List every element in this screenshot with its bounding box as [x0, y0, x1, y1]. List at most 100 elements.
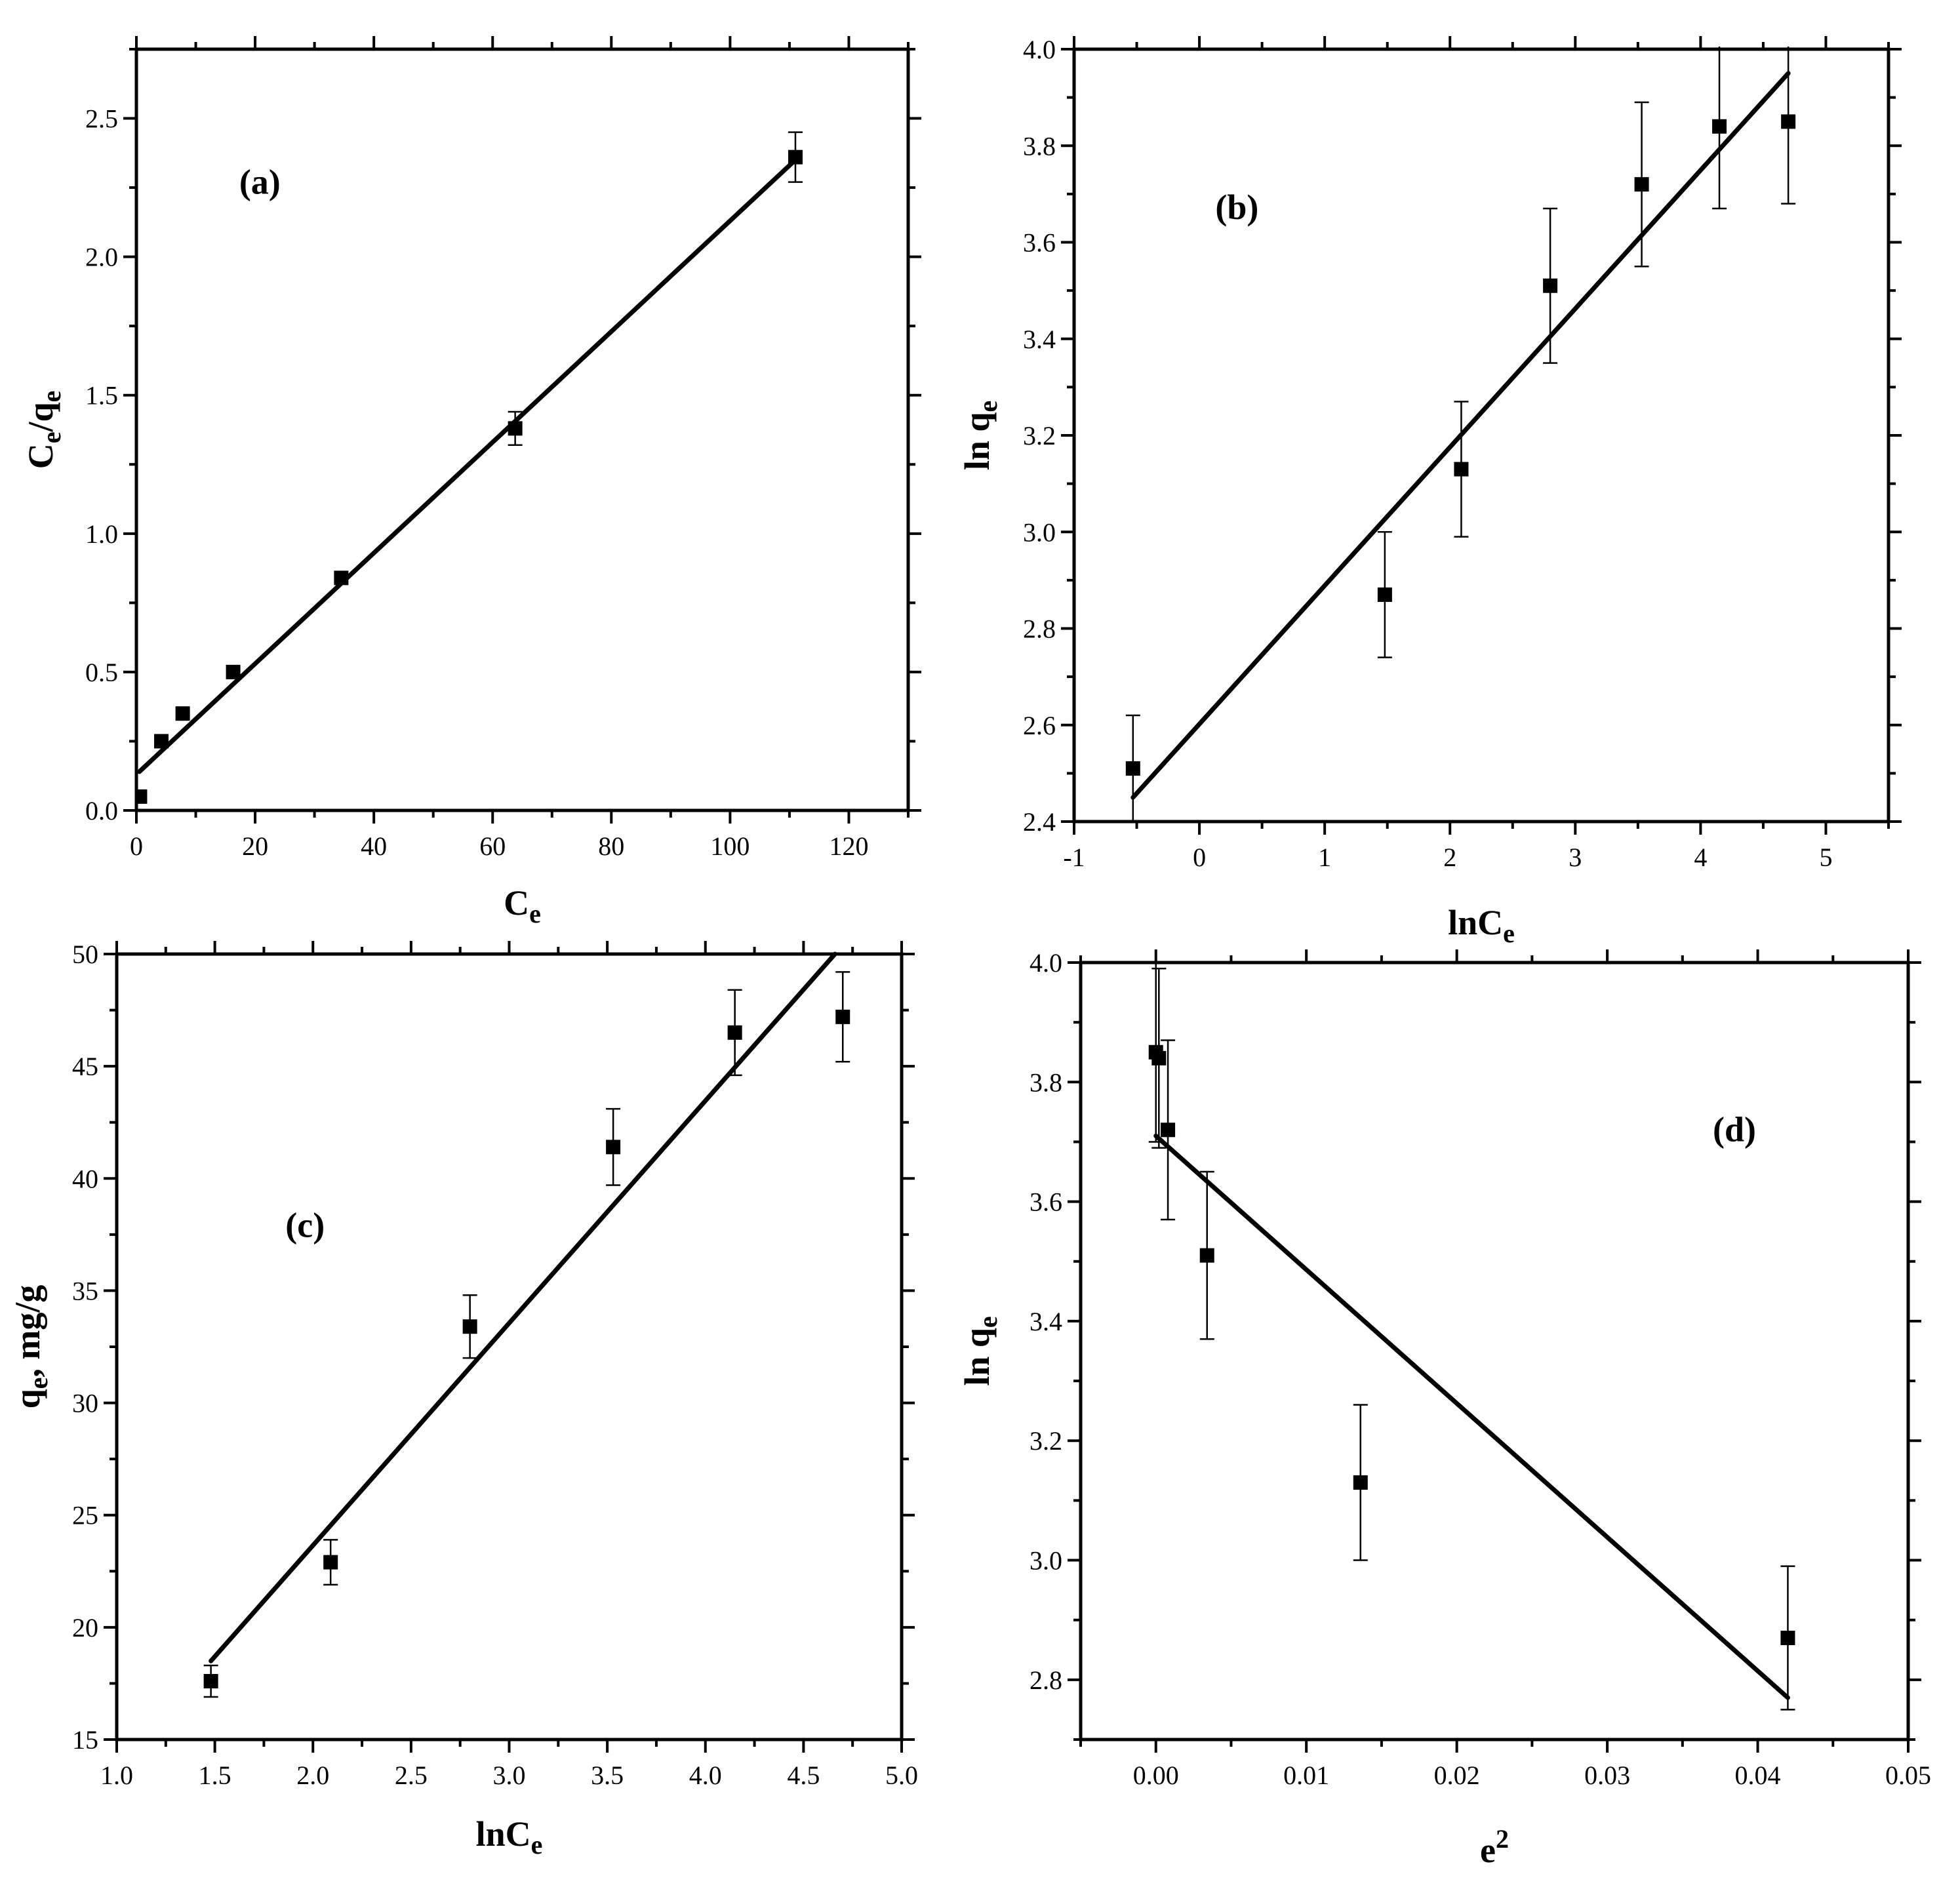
x-tick-label-a: 80	[598, 831, 624, 861]
y-tick-label-b: 3.8	[1023, 131, 1056, 161]
y-tick-label-b: 4.0	[1023, 35, 1056, 64]
x-tick-label-c: 5.0	[885, 1761, 918, 1790]
data-point-b	[1125, 761, 1140, 776]
plot-frame-b	[1072, 47, 1890, 824]
plot-frame-c	[115, 952, 904, 1742]
x-tick-label-a: 100	[710, 831, 750, 861]
data-layer-d	[1148, 961, 1795, 1711]
panel-label-c: (c)	[285, 1205, 325, 1244]
chart-panel-d: 0.00 0.01 0.02 0.03 0.04 0.05 2.8 3.0 3.2 3.4 3.6 3…	[957, 948, 1931, 1870]
y-tick-label-c: 20	[72, 1613, 98, 1642]
panel-label-b: (b)	[1215, 188, 1258, 227]
plot-frame-d	[1079, 961, 1910, 1742]
y-tick-label-a: 0.5	[85, 658, 118, 687]
data-point-b	[1712, 119, 1727, 134]
y-tick-label-b: 3.6	[1023, 228, 1056, 258]
x-axis-label-b: lnCe	[1448, 903, 1515, 948]
y-axis-label-a: Ce/qe	[21, 391, 66, 469]
data-point-c	[323, 1555, 338, 1570]
data-point-a	[508, 421, 523, 436]
y-tick-label-c: 25	[72, 1501, 98, 1530]
x-tick-label-c: 1.0	[100, 1761, 133, 1790]
x-tick-label-c: 4.5	[787, 1761, 820, 1790]
y-tick-label-a: 2.5	[85, 104, 118, 134]
x-tick-label-c: 2.0	[296, 1761, 329, 1790]
x-axis-label-a: Ce	[504, 883, 541, 928]
x-tick-label-a: 40	[361, 831, 387, 861]
x-tick-label-d: 0.04	[1735, 1761, 1781, 1790]
y-tick-label-c: 40	[72, 1164, 98, 1193]
y-tick-label-b: 2.4	[1023, 807, 1056, 837]
x-tick-label-a: 0	[130, 831, 143, 861]
data-point-d	[1353, 1475, 1368, 1490]
data-point-d	[1151, 1050, 1167, 1065]
x-tick-label-b: 2	[1443, 843, 1456, 872]
y-tick-label-a: 0.0	[85, 796, 118, 826]
y-axis-label-b: ln qe	[957, 401, 1003, 470]
y-tick-label-c: 30	[72, 1389, 98, 1418]
y-axis-label-d: ln qe	[957, 1316, 1003, 1385]
x-axis-label-d: e2	[1480, 1824, 1509, 1870]
y-tick-label-c: 50	[72, 940, 98, 969]
data-point-d	[1199, 1248, 1214, 1263]
x-tick-label-c: 3.5	[591, 1761, 624, 1790]
y-tick-label-b: 3.2	[1023, 421, 1056, 450]
data-point-c	[462, 1319, 477, 1334]
x-tick-label-d: 0.01	[1283, 1761, 1329, 1790]
data-layer-a	[136, 131, 803, 804]
panel-label-a: (a)	[239, 163, 281, 202]
y-tick-label-c: 35	[72, 1276, 98, 1305]
x-tick-label-b: 1	[1318, 843, 1331, 872]
x-tick-label-a: 20	[242, 831, 268, 861]
y-tick-label-a: 2.0	[85, 243, 118, 272]
y-axis-label-c: qe, mg/g	[8, 1285, 53, 1409]
x-tick-label-c: 1.5	[199, 1761, 231, 1790]
x-tick-label-b: 3	[1569, 843, 1582, 872]
y-tick-label-d: 4.0	[1030, 948, 1062, 978]
plot-frame-a	[134, 47, 910, 812]
y-tick-label-b: 2.8	[1023, 614, 1056, 644]
data-point-c	[727, 1025, 742, 1040]
x-tick-label-d: 0.03	[1584, 1761, 1630, 1790]
y-tick-label-d: 2.8	[1030, 1665, 1062, 1695]
chart-panel-b: -1 0 1 2 3 4 5 2.4 2.6 2.8 3.0 3.2 3.4 3.6 3.8 4.0 (b) ln…	[957, 35, 1902, 948]
data-point-b	[1634, 177, 1649, 192]
y-tick-label-a: 1.5	[85, 381, 118, 410]
data-point-a	[334, 570, 349, 586]
y-tick-label-c: 45	[72, 1052, 98, 1081]
x-tick-label-a: 120	[829, 831, 868, 861]
data-point-a	[226, 664, 241, 679]
x-tick-label-c: 4.0	[689, 1761, 722, 1790]
data-layer-c	[203, 951, 850, 1698]
y-tick-label-b: 3.0	[1023, 517, 1056, 547]
x-tick-label-d: 0.02	[1434, 1761, 1480, 1790]
data-point-c	[835, 1009, 850, 1024]
x-tick-label-d: 0.00	[1133, 1761, 1179, 1790]
data-point-d	[1161, 1123, 1176, 1138]
data-point-c	[606, 1140, 621, 1155]
y-tick-label-b: 3.4	[1023, 325, 1056, 354]
x-tick-label-a: 60	[479, 831, 506, 861]
x-tick-label-b: -1	[1063, 843, 1085, 872]
y-tick-label-d: 3.6	[1030, 1187, 1062, 1217]
data-point-b	[1781, 114, 1796, 129]
data-point-a	[136, 789, 148, 804]
data-point-b	[1377, 587, 1392, 602]
chart-panel-a: 0 20 40 60 80 100 120 0.0 0.5 1.0 1.5 2.0 2.5 (a) Ce Ce…	[21, 36, 921, 928]
x-tick-label-b: 4	[1694, 843, 1707, 872]
data-point-b	[1454, 462, 1469, 477]
x-tick-label-c: 3.0	[493, 1761, 526, 1790]
y-tick-label-c: 15	[72, 1725, 98, 1755]
x-tick-label-d: 0.05	[1885, 1761, 1931, 1790]
fit-line-a	[137, 157, 798, 774]
fit-line-c	[209, 951, 837, 1663]
data-point-a	[154, 734, 169, 749]
chart-panel-c: 1.0 1.5 2.0 2.5 3.0 3.5 4.0 4.5 5.0 15 20 25 30 35 40 4…	[8, 940, 918, 1860]
fit-line-d	[1153, 1133, 1790, 1700]
y-tick-label-d: 3.0	[1030, 1546, 1062, 1576]
y-tick-label-d: 3.2	[1030, 1426, 1062, 1456]
data-point-d	[1780, 1631, 1795, 1646]
x-tick-label-c: 2.5	[395, 1761, 428, 1790]
y-tick-label-d: 3.8	[1030, 1067, 1062, 1097]
